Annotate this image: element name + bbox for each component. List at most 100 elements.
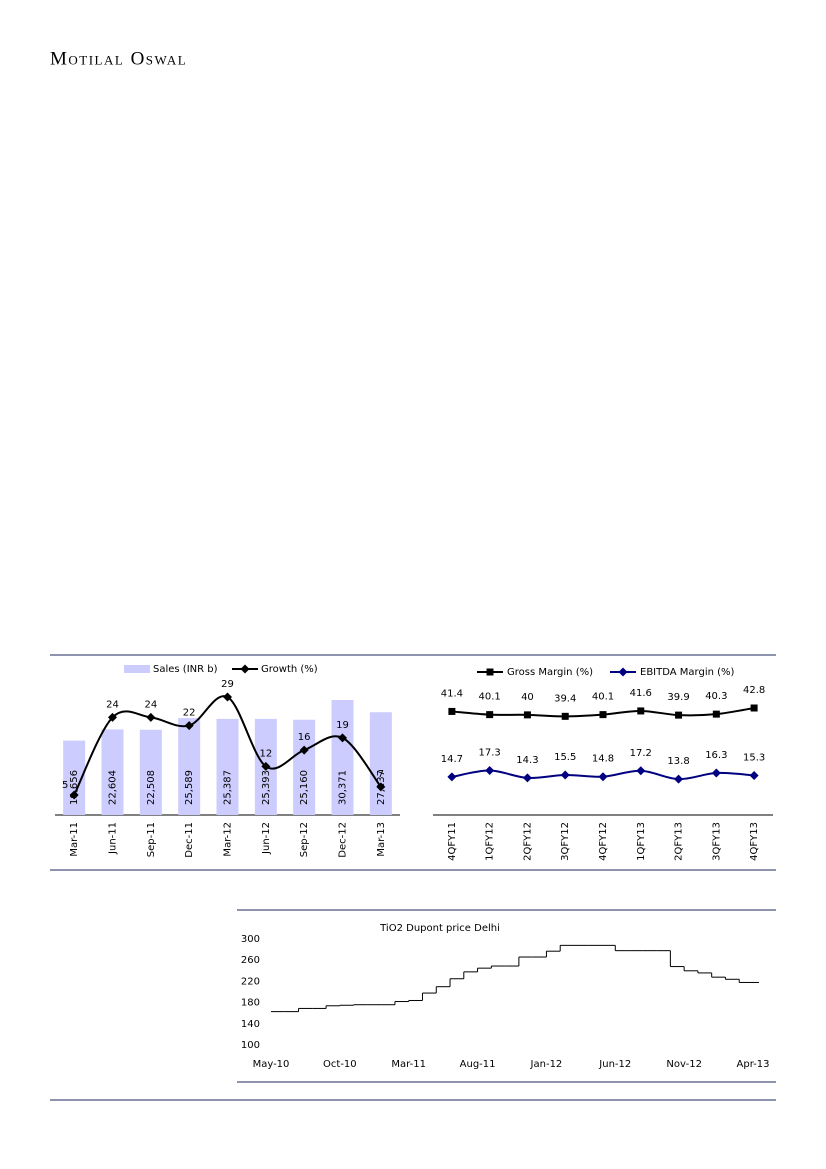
legend-label: Gross Margin (%) (507, 667, 593, 678)
x-tick-label: Sep-12 (299, 822, 310, 857)
x-tick-label: 4QFY12 (598, 822, 609, 861)
point-label: 14.7 (441, 754, 463, 765)
legend-label: Sales (INR b) (153, 664, 218, 675)
x-tick-label: 4QFY11 (447, 822, 458, 861)
point (561, 712, 569, 720)
point (108, 712, 117, 722)
x-tick-label: Dec-12 (338, 822, 349, 858)
bar-label: 25,589 (184, 770, 195, 805)
x-tick-label: 3QFY13 (711, 822, 722, 861)
y-tick-label: 260 (241, 955, 260, 966)
bar-label: 22,604 (108, 770, 119, 805)
point (448, 707, 456, 715)
point-label: 39.9 (667, 692, 689, 703)
point (223, 692, 232, 702)
x-tick-label: Jun-11 (108, 822, 119, 855)
point-label: 40 (521, 692, 534, 703)
point-label: 17.2 (630, 748, 652, 759)
legend-marker (486, 668, 494, 676)
bar-label: 19,656 (69, 770, 80, 805)
point-label: 40.3 (705, 691, 727, 702)
point (674, 774, 684, 784)
x-tick-label: Sep-11 (146, 822, 157, 857)
legend-label: EBITDA Margin (%) (640, 667, 735, 678)
x-tick-label: Dec-11 (184, 822, 195, 858)
point (69, 790, 79, 800)
point-label: 24 (144, 699, 157, 710)
point-label: 41.6 (630, 688, 652, 699)
point (637, 707, 645, 715)
point (675, 711, 683, 719)
x-tick-label: 1QFY13 (636, 822, 647, 861)
bar-label: 30,371 (338, 770, 349, 805)
x-tick-label: Jun-12 (598, 1059, 631, 1070)
bar-label: 22,508 (146, 770, 157, 805)
y-tick-label: 180 (241, 998, 260, 1009)
x-tick-label: Mar-13 (376, 822, 387, 857)
x-tick-label: Mar-12 (223, 822, 234, 857)
bar (216, 718, 239, 815)
point (299, 745, 309, 755)
x-tick-label: 3QFY12 (560, 822, 571, 861)
y-tick-label: 220 (241, 976, 260, 987)
point (261, 761, 271, 771)
x-tick-label: Mar-11 (391, 1059, 426, 1070)
point-label: 7 (378, 769, 384, 780)
x-tick-label: Aug-11 (460, 1059, 496, 1070)
bar (293, 719, 316, 815)
bar-label: 25,160 (299, 770, 310, 805)
legend-marker (618, 667, 628, 677)
point (598, 772, 608, 782)
bar (101, 729, 124, 815)
point (599, 711, 607, 719)
point-label: 14.8 (592, 754, 614, 765)
point-label: 12 (259, 748, 272, 759)
point-label: 41.4 (441, 688, 463, 699)
x-tick-label: May-10 (253, 1059, 290, 1070)
point-label: 16.3 (705, 750, 727, 761)
point-label: 5 (62, 780, 68, 791)
point (523, 711, 531, 719)
point (749, 770, 759, 780)
point-label: 16 (298, 732, 311, 743)
point (447, 772, 457, 782)
point-label: 40.1 (592, 692, 614, 703)
x-tick-label: Nov-12 (666, 1059, 702, 1070)
x-tick-label: 2QFY13 (674, 822, 685, 861)
point (636, 766, 646, 776)
point (376, 782, 386, 792)
point (711, 768, 721, 778)
point-label: 13.8 (667, 756, 689, 767)
point (485, 766, 495, 776)
point (338, 733, 347, 743)
x-tick-label: 1QFY12 (485, 822, 496, 861)
y-tick-label: 300 (241, 934, 260, 945)
y-tick-label: 100 (241, 1040, 260, 1051)
x-tick-label: 2QFY12 (522, 822, 533, 861)
x-tick-label: Oct-10 (323, 1059, 357, 1070)
x-tick-label: Apr-13 (737, 1059, 770, 1070)
point (146, 712, 156, 722)
point-label: 15.3 (743, 752, 765, 763)
point (522, 773, 532, 783)
point-label: 22 (183, 708, 196, 719)
bar (63, 740, 86, 815)
legend-marker (240, 664, 250, 674)
x-tick-label: Mar-11 (69, 822, 80, 857)
point-label: 39.4 (554, 693, 576, 704)
y-tick-label: 140 (241, 1019, 260, 1030)
bar-label: 25,393 (261, 770, 272, 805)
bar-label: 25,387 (223, 770, 234, 805)
x-tick-label: Jan-12 (530, 1059, 563, 1070)
point-label: 24 (106, 699, 119, 710)
bar (139, 729, 162, 815)
x-tick-label: 4QFY13 (749, 822, 760, 861)
point-label: 14.3 (516, 755, 538, 766)
point (560, 770, 570, 780)
point (486, 711, 494, 719)
x-tick-label: Jun-12 (261, 822, 272, 855)
point-label: 19 (336, 720, 349, 731)
bar (331, 700, 354, 815)
legend-label: Growth (%) (261, 664, 318, 675)
